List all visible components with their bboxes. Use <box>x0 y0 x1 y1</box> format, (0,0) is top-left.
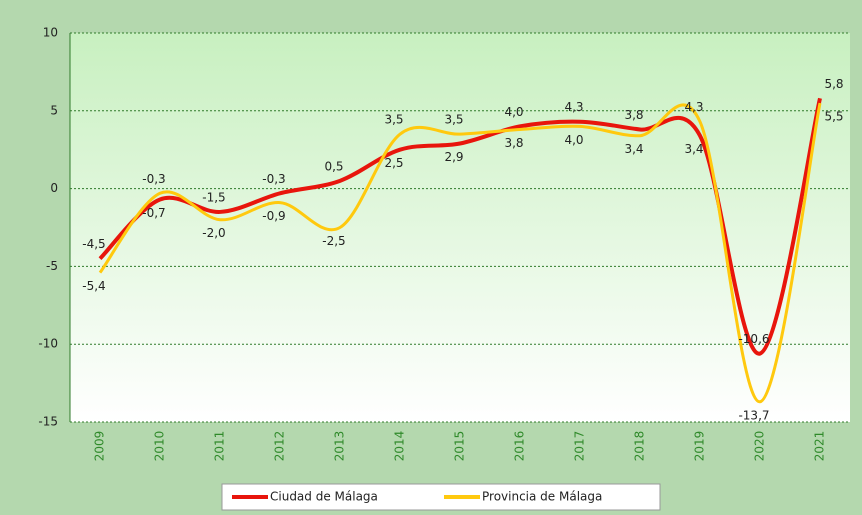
data-label: -4,5 <box>82 237 105 251</box>
data-label: -0,3 <box>142 172 165 186</box>
data-label: 0,5 <box>324 159 343 173</box>
data-label: -2,5 <box>322 234 345 248</box>
data-label: -10,6 <box>738 332 769 346</box>
data-label: -13,7 <box>738 408 769 422</box>
x-tick-label: 2010 <box>153 431 167 462</box>
y-tick-label: 10 <box>43 26 58 40</box>
x-tick-label: 2014 <box>393 431 407 462</box>
data-label: 2,5 <box>384 156 403 170</box>
x-tick-label: 2009 <box>93 431 107 462</box>
data-label: 3,4 <box>684 142 703 156</box>
x-tick-label: 2011 <box>213 431 227 462</box>
legend <box>221 483 661 511</box>
x-tick-label: 2021 <box>813 431 827 462</box>
x-tick-label: 2016 <box>513 431 527 462</box>
data-label: 3,8 <box>504 136 523 150</box>
data-label: -0,7 <box>142 206 165 220</box>
data-label: 3,5 <box>384 113 403 127</box>
data-label: -0,3 <box>262 172 285 186</box>
x-tick-label: 2017 <box>573 431 587 462</box>
x-tick-label: 2020 <box>753 431 767 462</box>
y-tick-label: -10 <box>38 337 58 351</box>
data-label: 4,3 <box>684 100 703 114</box>
x-tick-label: 2015 <box>453 431 467 462</box>
data-label: 3,5 <box>444 113 463 127</box>
data-label: 2,9 <box>444 150 463 164</box>
y-tick-label: -15 <box>38 415 58 429</box>
data-label: -1,5 <box>202 190 225 204</box>
y-tick-label: -5 <box>46 259 58 273</box>
x-tick-label: 2013 <box>333 431 347 462</box>
data-label: -0,9 <box>262 209 285 223</box>
data-label: 5,5 <box>824 110 843 124</box>
data-label: 3,4 <box>624 142 643 156</box>
data-label: 4,0 <box>504 105 523 119</box>
legend-label: Provincia de Málaga <box>482 490 602 504</box>
y-tick-label: 5 <box>50 103 58 117</box>
x-tick-label: 2018 <box>633 431 647 462</box>
data-label: 5,8 <box>824 77 843 91</box>
x-tick-label: 2012 <box>273 431 287 462</box>
data-label: -5,4 <box>82 279 105 293</box>
y-tick-label: 0 <box>50 181 58 195</box>
data-label: 4,0 <box>564 133 583 147</box>
legend-label: Ciudad de Málaga <box>270 490 378 504</box>
data-label: 3,8 <box>624 108 643 122</box>
data-label: -2,0 <box>202 226 225 240</box>
plot-area <box>70 33 850 422</box>
x-tick-label: 2019 <box>693 431 707 462</box>
series-line <box>98 102 822 404</box>
data-label: 4,3 <box>564 100 583 114</box>
